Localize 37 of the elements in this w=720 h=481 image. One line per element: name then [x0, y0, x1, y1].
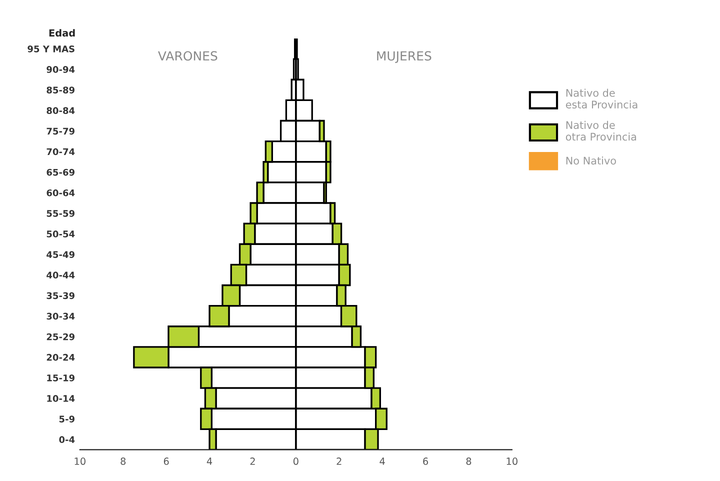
y-tick-label: 30-34: [46, 312, 75, 320]
y-tick-label: 35-39: [46, 292, 74, 300]
x-tick-label: 6: [423, 458, 428, 465]
y-tick-label: 40-44: [46, 272, 75, 279]
x-tick-label: 10: [506, 458, 518, 465]
y-tick-label: 80-84: [46, 107, 75, 114]
x-tick-label: 8: [466, 458, 472, 465]
legend-label: No Nativo: [566, 156, 616, 165]
legend-label: Nativo de otra Provincia: [566, 120, 636, 141]
y-tick-label: 15-19: [47, 374, 74, 382]
y-tick-label: 75-79: [46, 128, 74, 135]
x-tick-label: 6: [164, 458, 169, 465]
x-tick-label: 2: [336, 458, 342, 465]
x-tick-label: 8: [120, 458, 126, 465]
legend-label: Nativo de esta Provincia: [566, 88, 638, 108]
x-tick-label: 10: [74, 458, 86, 465]
y-tick-label: 20-24: [46, 354, 75, 361]
y-tick-label: 45-49: [46, 251, 74, 258]
y-tick-label: 0-4: [59, 436, 75, 444]
y-tick-label: 85-89: [46, 86, 74, 94]
y-tick-label: 55-59: [46, 210, 74, 217]
y-tick-label: 70-74: [46, 148, 75, 156]
x-tick-label: 4: [380, 458, 385, 465]
x-tick-label: 2: [250, 458, 255, 465]
x-tick-label: 0: [293, 458, 298, 465]
y-tick-label: 5-9: [59, 416, 74, 422]
y-tick-label: 50-54: [46, 230, 75, 238]
y-tick-label: 95 Y MAS: [28, 45, 74, 52]
annotation: MUJERES: [377, 51, 432, 63]
annotation: VARONES: [158, 51, 218, 61]
y-tick-label: 60-64: [46, 189, 75, 196]
y-tick-label: 10-14: [47, 395, 75, 402]
y-tick-label: 25-29: [46, 333, 74, 340]
y-tick-label: 65-69: [46, 168, 74, 176]
y-tick-label: 90-94: [46, 66, 75, 73]
y-axis-title: Edad: [49, 29, 75, 37]
x-tick-label: 4: [206, 458, 212, 465]
